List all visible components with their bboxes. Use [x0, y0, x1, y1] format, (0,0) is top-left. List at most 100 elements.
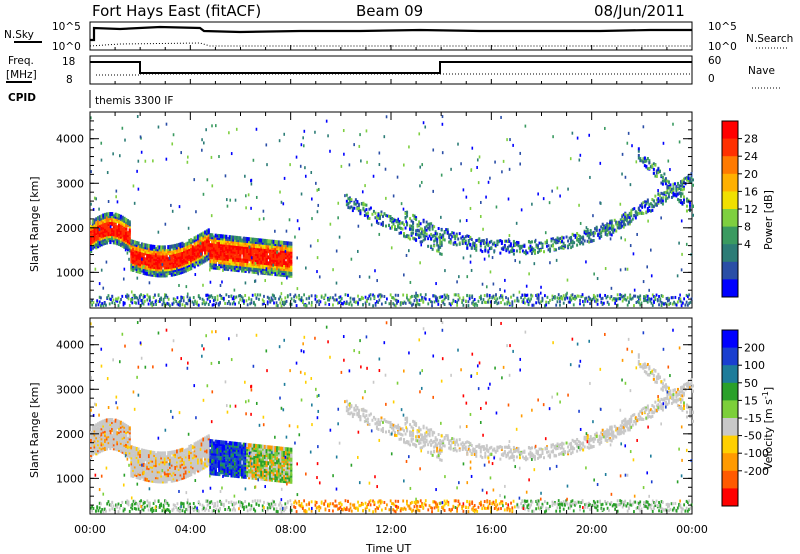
power-echo [197, 246, 200, 251]
power-echo [102, 233, 105, 238]
power-near-echo [308, 301, 311, 305]
velocity-echo [142, 452, 145, 457]
power-near-echo [559, 300, 561, 304]
power-near-echo [332, 296, 334, 300]
power-echo [661, 175, 664, 179]
power-echo [91, 237, 94, 242]
velocity-echo [181, 475, 184, 480]
power-echo [256, 240, 260, 245]
power-echo [651, 165, 654, 169]
velocity-echo [186, 463, 189, 468]
power-echo [673, 192, 676, 196]
velocity-echo [123, 428, 126, 433]
power-near-echo [581, 293, 584, 297]
power-ylabel: Slant Range [km] [28, 176, 41, 272]
power-scatter [390, 246, 393, 250]
power-echo [214, 261, 217, 266]
nsearch-bottom-tick: 10^0 [708, 41, 737, 53]
velocity-echo [167, 463, 170, 468]
power-scatter [441, 295, 444, 299]
power-echo [256, 260, 260, 265]
power-near-echo [442, 301, 445, 305]
velocity-echo [191, 457, 195, 462]
velocity-echo [176, 461, 179, 466]
velocity-echo [190, 456, 193, 461]
velocity-echo [170, 462, 173, 467]
power-echo [212, 251, 216, 256]
power-near-echo [643, 299, 645, 303]
velocity-echo [130, 449, 133, 454]
power-echo [679, 194, 682, 198]
power-echo [226, 263, 230, 268]
power-echo [448, 240, 451, 244]
power-echo [538, 247, 541, 251]
power-echo [135, 242, 138, 247]
power-echo [270, 255, 274, 260]
power-echo [151, 246, 154, 251]
nsearch-top-tick: 10^5 [708, 21, 737, 33]
power-echo [621, 215, 624, 219]
velocity-echo [114, 432, 117, 437]
power-echo [508, 250, 511, 254]
velocity-echo [188, 460, 191, 465]
power-near-echo [283, 303, 285, 307]
power-echo [669, 190, 672, 194]
power-echo [574, 233, 577, 237]
power-near-echo [537, 293, 540, 297]
power-echo [552, 244, 555, 248]
power-near-echo [585, 296, 588, 300]
power-echo [256, 248, 260, 253]
power-echo [692, 183, 694, 187]
power-echo [262, 270, 265, 275]
power-echo [276, 254, 279, 259]
velocity-echo [112, 444, 116, 449]
power-echo [160, 245, 163, 250]
power-echo [154, 265, 158, 270]
power-near-echo [303, 303, 306, 307]
power-near-echo [639, 294, 642, 298]
power-echo [262, 262, 265, 267]
power-echo [509, 244, 512, 248]
velocity-echo [93, 438, 96, 443]
power-echo [202, 233, 205, 238]
power-near-echo [681, 301, 684, 305]
velocity-echo [126, 439, 130, 444]
power-echo [126, 241, 130, 246]
power-echo [239, 254, 242, 259]
power-echo [174, 269, 177, 274]
velocity-echo [93, 442, 96, 447]
power-echo [461, 242, 464, 246]
power-echo [648, 166, 651, 170]
velocity-echo [121, 427, 124, 432]
power-echo [663, 191, 666, 195]
power-echo [248, 255, 251, 260]
power-scatter [280, 281, 283, 285]
velocity-echo [165, 477, 168, 482]
power-scatter [626, 141, 629, 145]
power-near-echo [587, 297, 590, 301]
velocity-echo [160, 451, 163, 456]
velocity-echo [93, 428, 96, 433]
power-near-echo [279, 295, 282, 299]
power-echo [565, 235, 568, 239]
velocity-echo [111, 418, 114, 423]
power-echo [279, 262, 282, 267]
power-echo [221, 258, 224, 263]
velocity-echo [126, 427, 130, 432]
velocity-echo [172, 450, 175, 455]
power-near-echo [429, 300, 432, 304]
velocity-echo [165, 473, 168, 478]
power-scatter [567, 187, 569, 191]
velocity-echo [165, 457, 168, 462]
power-scatter [180, 299, 182, 303]
power-echo [172, 258, 175, 263]
power-echo [147, 260, 151, 265]
power-echo [246, 255, 249, 260]
power-echo [153, 258, 156, 263]
power-near-echo [344, 302, 347, 306]
power-echo [256, 242, 260, 247]
velocity-echo [102, 419, 105, 424]
power-echo [350, 198, 353, 202]
power-echo [218, 246, 221, 251]
power-echo [643, 200, 646, 204]
